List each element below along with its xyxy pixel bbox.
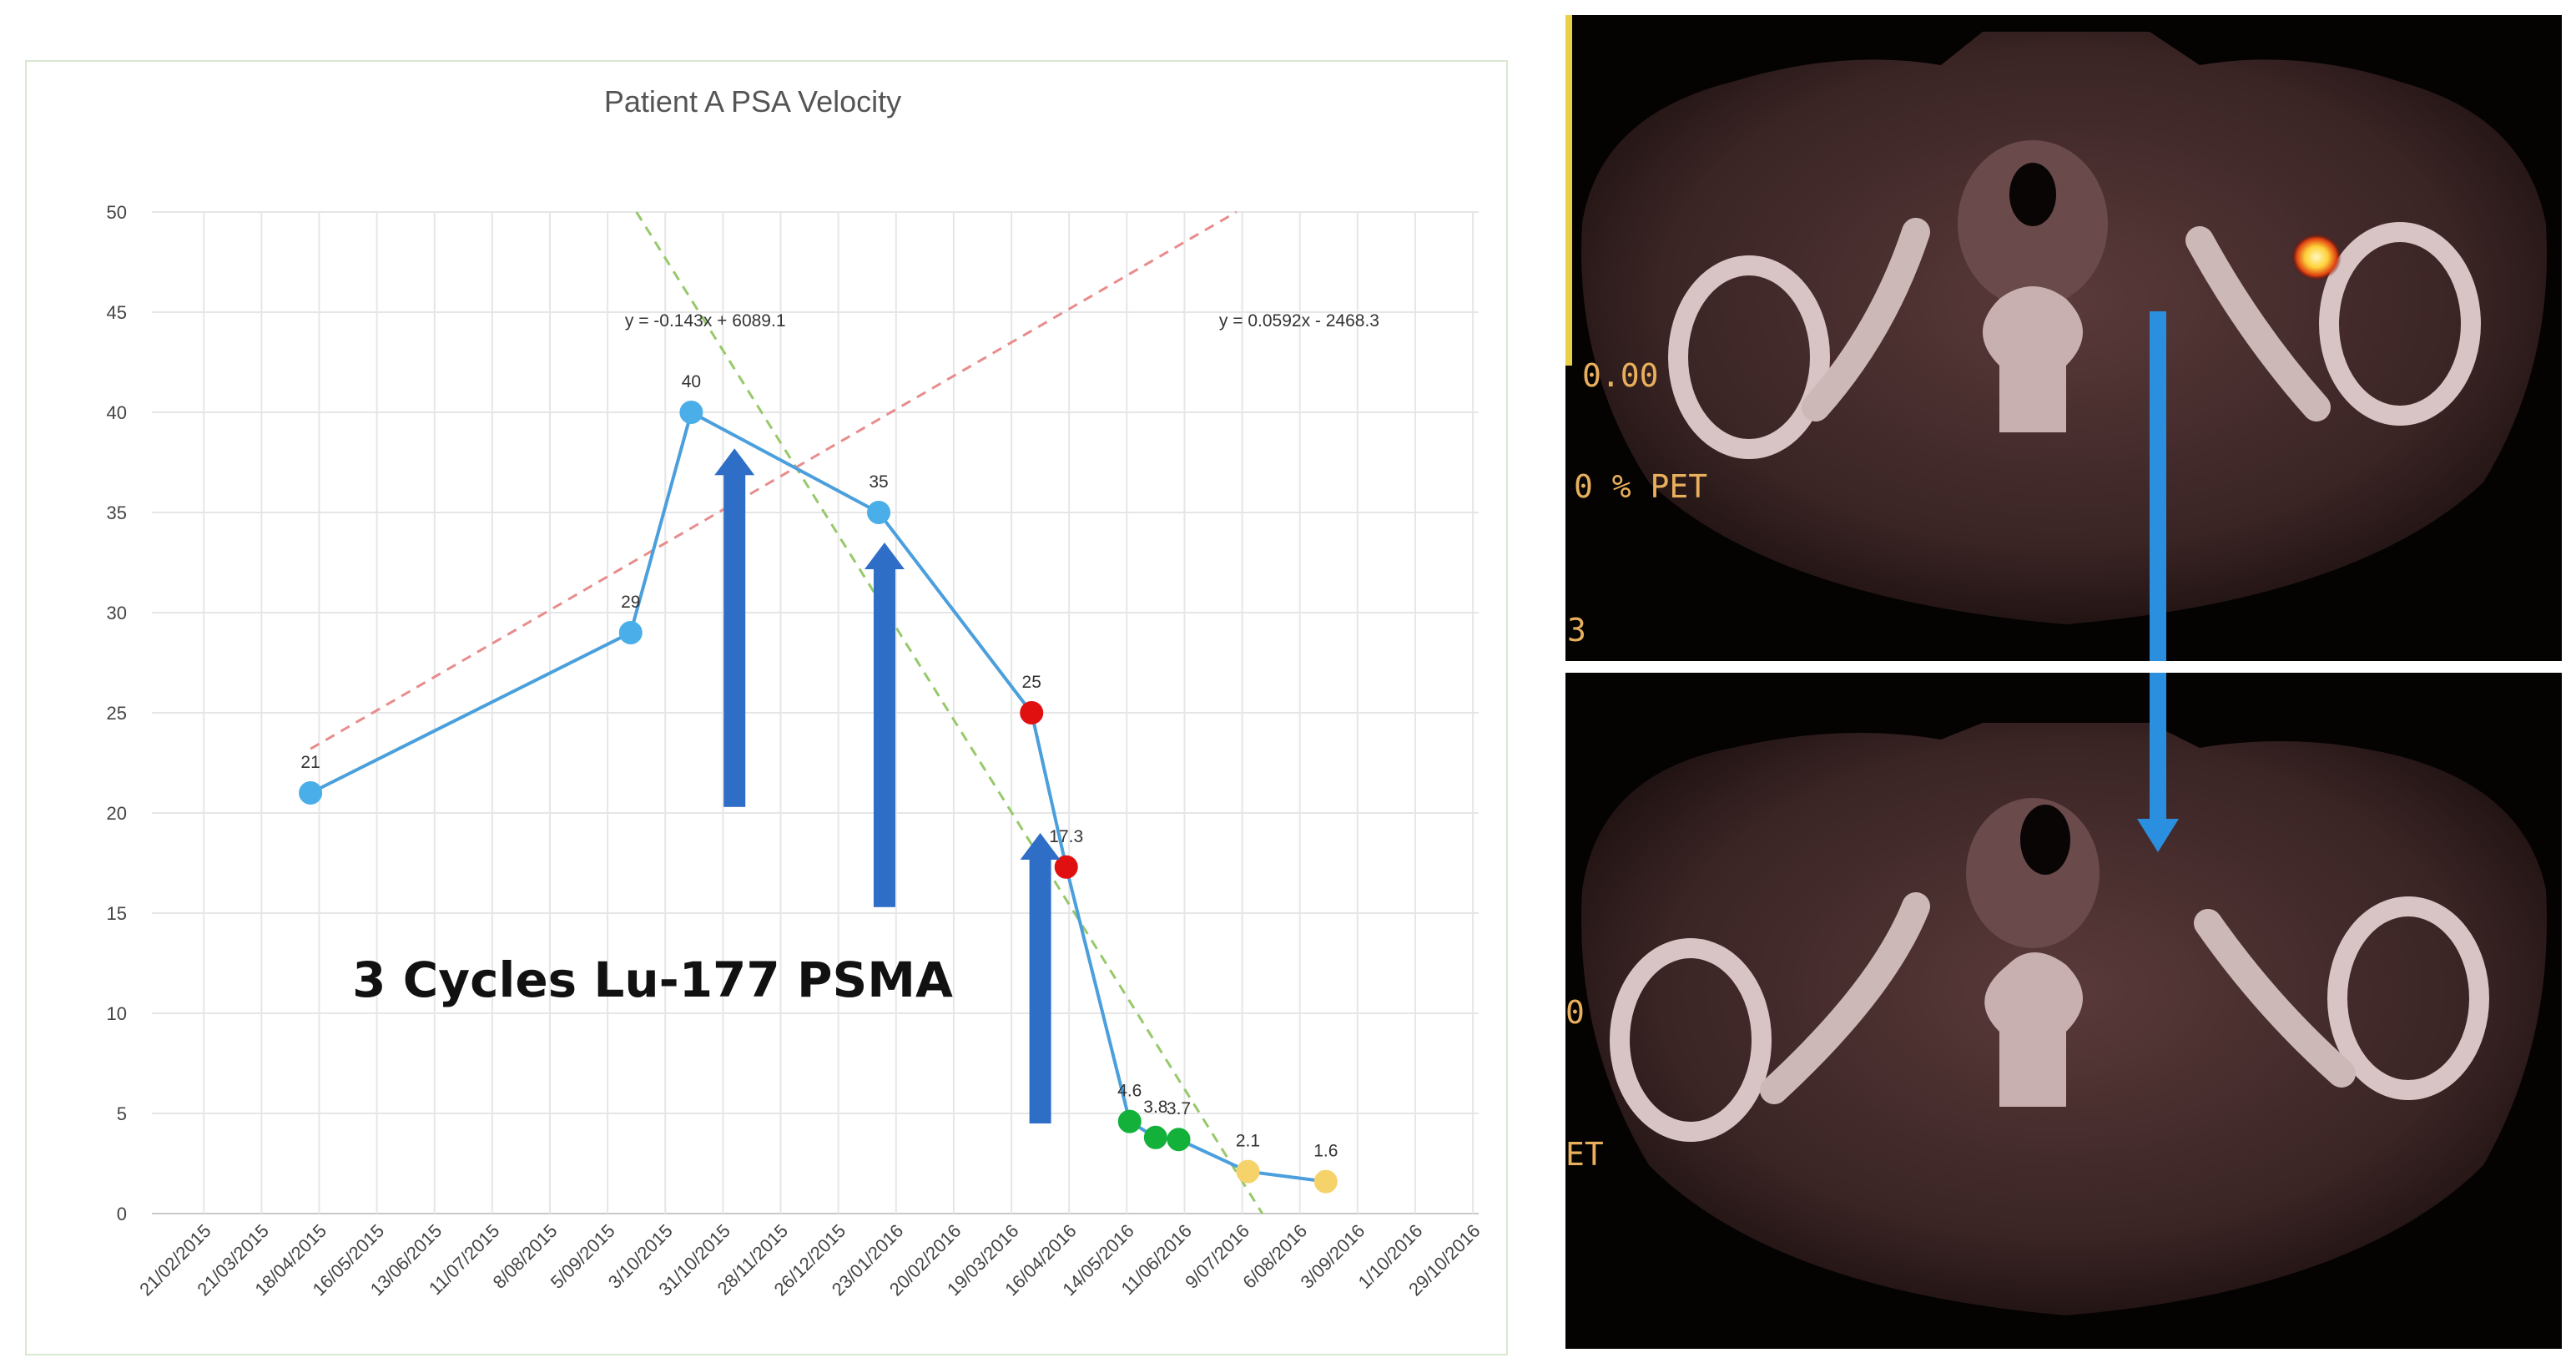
humerus-left xyxy=(1610,938,1772,1142)
y-tick-label: 30 xyxy=(107,603,127,623)
y-tick-label: 0 xyxy=(117,1204,127,1224)
data-label: 3.7 xyxy=(1167,1099,1191,1118)
x-axis: 21/02/201521/03/201518/04/201516/05/2015… xyxy=(135,1220,1484,1300)
y-tick-label: 35 xyxy=(107,502,127,523)
trendline xyxy=(310,210,1238,750)
data-point xyxy=(1167,1128,1191,1152)
psa-velocity-chart: Patient A PSA Velocity 0 5 10 15 20 25 30 35 40 4… xyxy=(107,84,1485,1300)
data-point xyxy=(867,501,891,524)
series-line xyxy=(310,410,1327,1184)
humerus-right xyxy=(2327,896,2489,1100)
cycles-annotation: 3 Cycles Lu-177 PSMA xyxy=(352,952,953,1008)
humerus-right xyxy=(2319,222,2481,426)
treatment-arrow-shaft xyxy=(723,473,746,807)
treatment-arrow-head xyxy=(864,543,905,569)
trendline xyxy=(635,211,1264,1214)
treatment-arrow-head xyxy=(1020,833,1061,860)
treatment-arrow-shaft xyxy=(1029,858,1051,1123)
y-axis: 0 5 10 15 20 25 30 35 40 45 50 xyxy=(107,202,127,1224)
airway xyxy=(2020,805,2070,875)
chart-panel: Patient A PSA Velocity 0 5 10 15 20 25 30 35 40 4… xyxy=(25,60,1508,1355)
data-label: 17.3 xyxy=(1049,827,1083,846)
overlay-text-2: ET xyxy=(1565,1136,1604,1173)
overlay-text-1: 0 xyxy=(1565,994,1585,1031)
data-point xyxy=(1117,1109,1142,1133)
vertebra xyxy=(1984,952,2083,1107)
data-label: 29 xyxy=(621,593,640,612)
vertebra xyxy=(1983,286,2083,432)
clavicle-left xyxy=(1760,892,1930,1104)
treatment-arrow-shaft xyxy=(873,568,895,907)
chart-title: Patient A PSA Velocity xyxy=(604,84,901,119)
data-label: 4.6 xyxy=(1117,1082,1142,1101)
trendline-equation: y = -0.143x + 6089.1 xyxy=(625,311,786,331)
trendline-equation: y = 0.0592x - 2468.3 xyxy=(1219,311,1379,331)
trendlines: y = -0.143x + 6089.1 y = 0.0592x - 2468.3 xyxy=(310,210,1379,1214)
data-point xyxy=(1020,701,1044,724)
data-point xyxy=(1143,1125,1167,1149)
pet-ct-scan-before: 0.00 0 % PET 3 xyxy=(1565,15,2562,661)
y-tick-label: 5 xyxy=(117,1103,127,1124)
y-tick-label: 40 xyxy=(107,402,127,423)
pet-ct-scan-after: 0 ET xyxy=(1565,673,2562,1349)
y-tick-label: 50 xyxy=(107,202,127,223)
treatment-arrow-head xyxy=(714,448,755,476)
data-point xyxy=(299,781,323,805)
clavicle-right xyxy=(2185,226,2331,422)
data-label: 40 xyxy=(682,372,701,391)
clavicle-right xyxy=(2194,909,2356,1088)
data-label: 2.1 xyxy=(1236,1132,1260,1151)
airway xyxy=(2009,163,2056,226)
y-tick-label: 15 xyxy=(107,903,127,924)
data-point xyxy=(1236,1159,1260,1184)
data-label: 21 xyxy=(300,753,320,772)
clavicle-left xyxy=(1802,218,1930,422)
y-tick-label: 45 xyxy=(107,302,127,323)
data-label: 35 xyxy=(869,472,888,492)
data-label: 25 xyxy=(1022,673,1041,692)
y-tick-label: 25 xyxy=(107,703,127,724)
data-point xyxy=(679,401,703,424)
y-tick-label: 10 xyxy=(107,1003,127,1024)
grid xyxy=(152,211,1479,1214)
data-point xyxy=(618,621,643,644)
y-tick-label: 20 xyxy=(107,803,127,824)
scan-arrow-head xyxy=(2137,819,2179,852)
data-point xyxy=(1313,1169,1338,1194)
colorbar xyxy=(1565,15,1572,366)
psa-series: 21 29 40 35 25 17.3 4.63.83.7 2.1 1.6 xyxy=(299,372,1338,1194)
humerus-left xyxy=(1668,255,1830,459)
data-label: 3.8 xyxy=(1143,1098,1167,1117)
overlay-text-3: 3 xyxy=(1567,612,1586,649)
psma-hotspot xyxy=(2291,234,2342,280)
data-point xyxy=(1054,855,1078,879)
treatment-arrows xyxy=(714,448,1061,1123)
overlay-text-1: 0.00 xyxy=(1582,357,1659,394)
data-label: 1.6 xyxy=(1313,1142,1338,1161)
overlay-text-2: 0 % PET xyxy=(1574,468,1707,505)
